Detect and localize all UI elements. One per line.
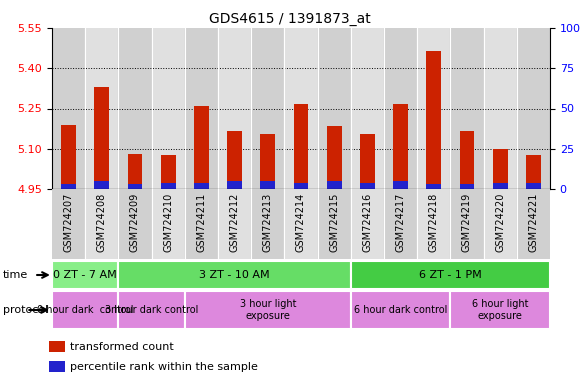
- Bar: [417, 189, 451, 259]
- Bar: [128, 184, 143, 189]
- Bar: [351, 189, 384, 259]
- Bar: [161, 182, 176, 189]
- Bar: [95, 181, 109, 189]
- Text: time: time: [3, 270, 28, 280]
- Bar: [393, 104, 408, 189]
- Bar: [318, 189, 351, 259]
- Bar: [451, 291, 550, 329]
- Bar: [284, 189, 318, 259]
- Text: transformed count: transformed count: [70, 342, 173, 352]
- Bar: [393, 181, 408, 189]
- Bar: [118, 189, 151, 259]
- Bar: [161, 156, 176, 189]
- Text: 3 hour dark control: 3 hour dark control: [105, 305, 198, 315]
- Bar: [227, 131, 242, 189]
- Bar: [517, 189, 550, 259]
- Bar: [251, 189, 284, 259]
- Bar: [360, 134, 375, 189]
- Text: GSM724210: GSM724210: [163, 192, 173, 252]
- Text: 0 ZT - 7 AM: 0 ZT - 7 AM: [53, 270, 117, 280]
- Text: GSM724216: GSM724216: [362, 192, 372, 252]
- Text: GSM724220: GSM724220: [495, 192, 505, 252]
- Bar: [61, 184, 76, 189]
- Bar: [484, 28, 517, 189]
- Text: GSM724211: GSM724211: [197, 192, 206, 252]
- Bar: [426, 51, 441, 189]
- Bar: [118, 28, 151, 189]
- Bar: [459, 131, 474, 189]
- Bar: [227, 181, 242, 189]
- Bar: [517, 28, 550, 189]
- Text: 3 hour light
exposure: 3 hour light exposure: [240, 299, 296, 321]
- Bar: [351, 28, 384, 189]
- Bar: [49, 361, 65, 372]
- Text: 0 hour dark  control: 0 hour dark control: [37, 305, 133, 315]
- Text: percentile rank within the sample: percentile rank within the sample: [70, 362, 258, 372]
- Bar: [260, 181, 276, 189]
- Bar: [118, 261, 351, 289]
- Bar: [384, 189, 417, 259]
- Bar: [293, 104, 309, 189]
- Bar: [451, 28, 484, 189]
- Bar: [151, 28, 185, 189]
- Bar: [526, 182, 541, 189]
- Text: 6 ZT - 1 PM: 6 ZT - 1 PM: [419, 270, 482, 280]
- Text: GSM724219: GSM724219: [462, 192, 472, 252]
- Bar: [260, 134, 276, 189]
- Bar: [251, 28, 284, 189]
- Bar: [218, 189, 251, 259]
- Bar: [284, 28, 318, 189]
- Bar: [118, 291, 185, 329]
- Bar: [526, 156, 541, 189]
- Text: 3 ZT - 10 AM: 3 ZT - 10 AM: [200, 270, 270, 280]
- Bar: [194, 106, 209, 189]
- Bar: [351, 261, 550, 289]
- Bar: [52, 291, 118, 329]
- Text: GSM724217: GSM724217: [396, 192, 405, 252]
- Bar: [95, 87, 109, 189]
- Bar: [61, 124, 76, 189]
- Bar: [484, 189, 517, 259]
- Bar: [52, 261, 118, 289]
- Text: GSM724209: GSM724209: [130, 192, 140, 252]
- Bar: [185, 291, 351, 329]
- Text: protocol: protocol: [3, 305, 48, 315]
- Bar: [293, 182, 309, 189]
- Bar: [384, 28, 417, 189]
- Bar: [218, 28, 251, 189]
- Text: GSM724208: GSM724208: [97, 192, 107, 252]
- Text: GSM724218: GSM724218: [429, 192, 439, 252]
- Bar: [151, 189, 185, 259]
- Text: GSM724214: GSM724214: [296, 192, 306, 252]
- Bar: [417, 28, 451, 189]
- Text: GSM724212: GSM724212: [230, 192, 240, 252]
- Text: GDS4615 / 1391873_at: GDS4615 / 1391873_at: [209, 12, 371, 26]
- Bar: [85, 28, 118, 189]
- Bar: [194, 182, 209, 189]
- Bar: [185, 28, 218, 189]
- Bar: [49, 341, 65, 352]
- Bar: [493, 182, 508, 189]
- Bar: [360, 182, 375, 189]
- Text: GSM724213: GSM724213: [263, 192, 273, 252]
- Bar: [459, 184, 474, 189]
- Bar: [351, 291, 451, 329]
- Bar: [493, 149, 508, 189]
- Bar: [426, 184, 441, 189]
- Bar: [318, 28, 351, 189]
- Text: GSM724221: GSM724221: [528, 192, 538, 252]
- Bar: [52, 28, 85, 189]
- Bar: [327, 126, 342, 189]
- Text: 6 hour light
exposure: 6 hour light exposure: [472, 299, 528, 321]
- Text: GSM724207: GSM724207: [64, 192, 74, 252]
- Text: GSM724215: GSM724215: [329, 192, 339, 252]
- Bar: [128, 154, 143, 189]
- Bar: [85, 189, 118, 259]
- Bar: [52, 189, 85, 259]
- Bar: [327, 181, 342, 189]
- Bar: [185, 189, 218, 259]
- Text: 6 hour dark control: 6 hour dark control: [354, 305, 447, 315]
- Bar: [451, 189, 484, 259]
